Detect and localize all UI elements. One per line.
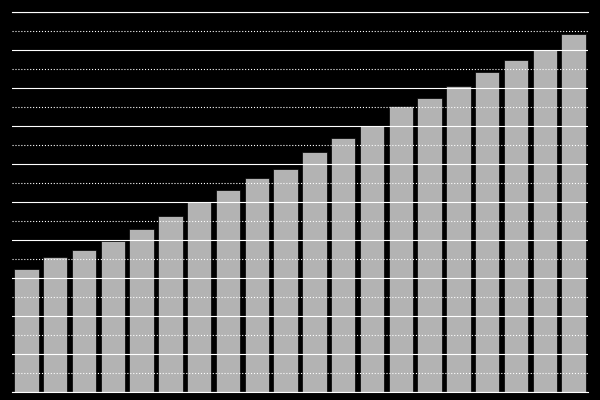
Bar: [504, 60, 528, 392]
Bar: [43, 257, 67, 392]
Bar: [389, 106, 413, 392]
Bar: [446, 86, 470, 392]
Bar: [475, 72, 499, 392]
Bar: [562, 34, 586, 392]
Bar: [533, 50, 557, 392]
Bar: [216, 190, 240, 392]
Bar: [274, 169, 298, 392]
Bar: [302, 152, 326, 392]
Bar: [158, 216, 182, 392]
Bar: [101, 241, 125, 392]
Bar: [187, 202, 211, 392]
Bar: [360, 126, 384, 392]
Bar: [245, 178, 269, 392]
Bar: [14, 269, 38, 392]
Bar: [72, 250, 96, 392]
Bar: [418, 98, 442, 392]
Bar: [130, 229, 154, 392]
Bar: [331, 138, 355, 392]
